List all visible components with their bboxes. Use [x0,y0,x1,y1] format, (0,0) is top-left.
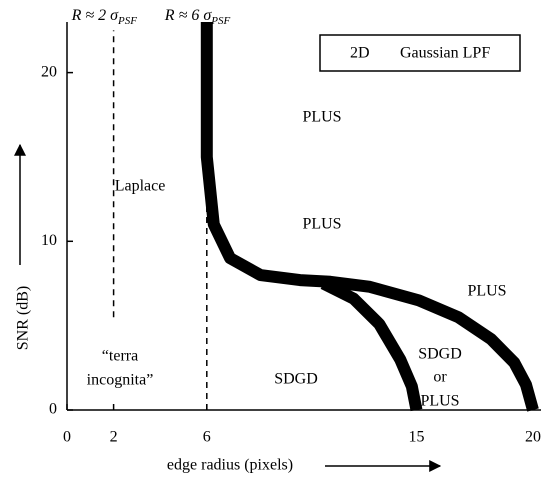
reference-label: R ≈ 2 σPSF [71,7,138,27]
legend-box [319,34,521,72]
x-tick-label: 0 [63,429,71,446]
x-axis-label: edge radius (pixels) [167,457,293,474]
reference-label: R ≈ 6 σPSF [164,7,231,27]
x-tick-label: 6 [203,429,211,446]
reference-label-sub: PSF [210,15,230,27]
region-label: SDGD [418,346,462,363]
legend-item: 2D [350,45,370,62]
reference-label-main: R ≈ 2 σ [71,7,120,24]
region-label: Laplace [115,178,166,195]
region-label: SDGD [274,371,318,388]
region-label: “terra [102,348,138,365]
boundary-line [200,22,539,412]
y-tick-label: 0 [49,401,57,418]
y-axis-label: SNR (dB) [15,286,32,350]
region-label: PLUS [302,216,341,233]
y-tick-label: 20 [41,63,57,80]
reference-label-main: R ≈ 6 σ [164,7,213,24]
boundary-line [320,278,423,412]
region-label: PLUS [420,393,459,410]
x-tick-label: 20 [525,429,541,446]
reference-label-sub: PSF [117,15,137,27]
x-tick-label: 2 [110,429,118,446]
region-label: or [433,369,447,386]
legend-item: Gaussian LPF [400,45,490,62]
region-label: incognita” [87,372,154,389]
region-label: PLUS [302,109,341,126]
region-label: PLUS [467,283,506,300]
x-tick-label: 15 [409,429,425,446]
y-tick-label: 10 [41,232,57,249]
